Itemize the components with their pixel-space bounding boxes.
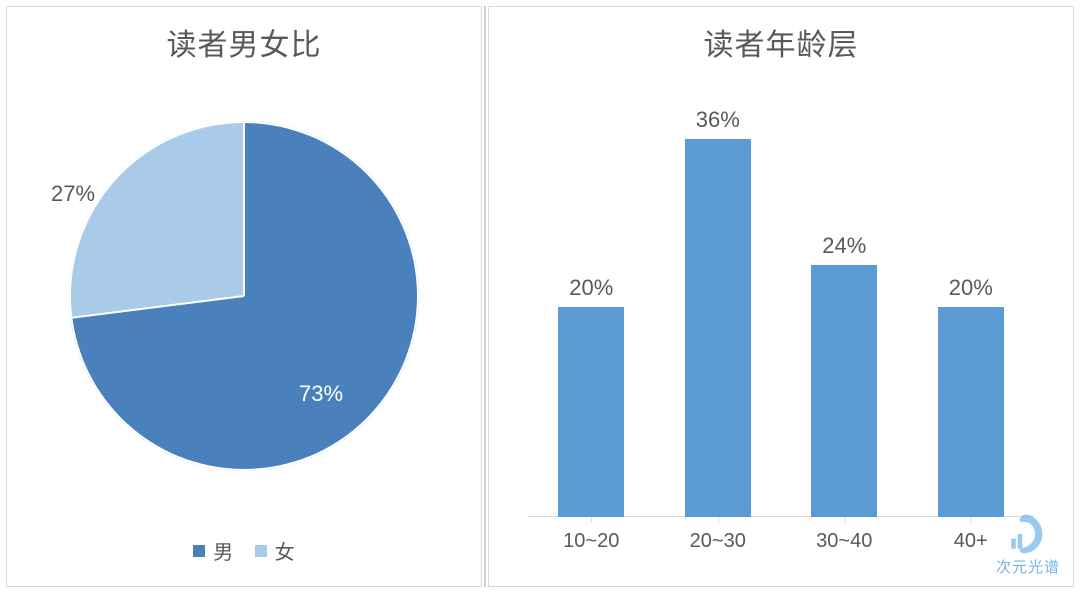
- pie-title: 读者男女比: [6, 20, 482, 64]
- panel-age-bars: 读者年龄层 20%10~2036%20~3024%30~4020%40+ 次元光…: [488, 6, 1074, 587]
- bar-value-label: 36%: [685, 107, 751, 133]
- bar-category-label: 10~20: [541, 530, 641, 553]
- x-tick: [971, 517, 972, 523]
- bar-40+: 20%: [938, 307, 1004, 517]
- bar-value-label: 24%: [811, 233, 877, 259]
- legend-label-male: 男: [213, 536, 233, 565]
- bar-category-label: 20~30: [668, 530, 768, 553]
- bar-title: 读者年龄层: [488, 20, 1074, 64]
- watermark-text: 次元光谱: [996, 556, 1060, 577]
- bar-plot-area: 20%10~2036%20~3024%30~4020%40+: [528, 97, 1034, 517]
- bar-10~20: 20%: [558, 307, 624, 517]
- legend-label-female: 女: [275, 536, 295, 565]
- x-tick: [718, 517, 719, 523]
- legend-swatch-female: [255, 545, 267, 557]
- legend-swatch-male: [193, 545, 205, 557]
- panel-gender-pie: 读者男女比 73% 27% 男 女: [6, 6, 482, 587]
- bar-20~30: 36%: [685, 139, 751, 517]
- watermark-icon: [1002, 511, 1048, 557]
- bar-category-label: 30~40: [794, 530, 894, 553]
- x-tick: [844, 517, 845, 523]
- bar-30~40: 24%: [811, 265, 877, 517]
- pie-legend: 男 女: [6, 536, 482, 565]
- chart-stage: 读者男女比 73% 27% 男 女 读者年龄层 20%10~2036%20~30…: [0, 0, 1080, 593]
- panel-divider: [484, 6, 486, 587]
- pie-slice-label-female: 27%: [51, 181, 95, 207]
- bar-value-label: 20%: [938, 275, 1004, 301]
- bar-value-label: 20%: [558, 275, 624, 301]
- x-tick: [591, 517, 592, 523]
- legend-item-female: 女: [255, 536, 295, 565]
- legend-item-male: 男: [193, 536, 233, 565]
- pie-slice-label-male: 73%: [299, 381, 343, 407]
- pie-chart: 73% 27%: [69, 121, 419, 471]
- pie-disc: [69, 121, 419, 471]
